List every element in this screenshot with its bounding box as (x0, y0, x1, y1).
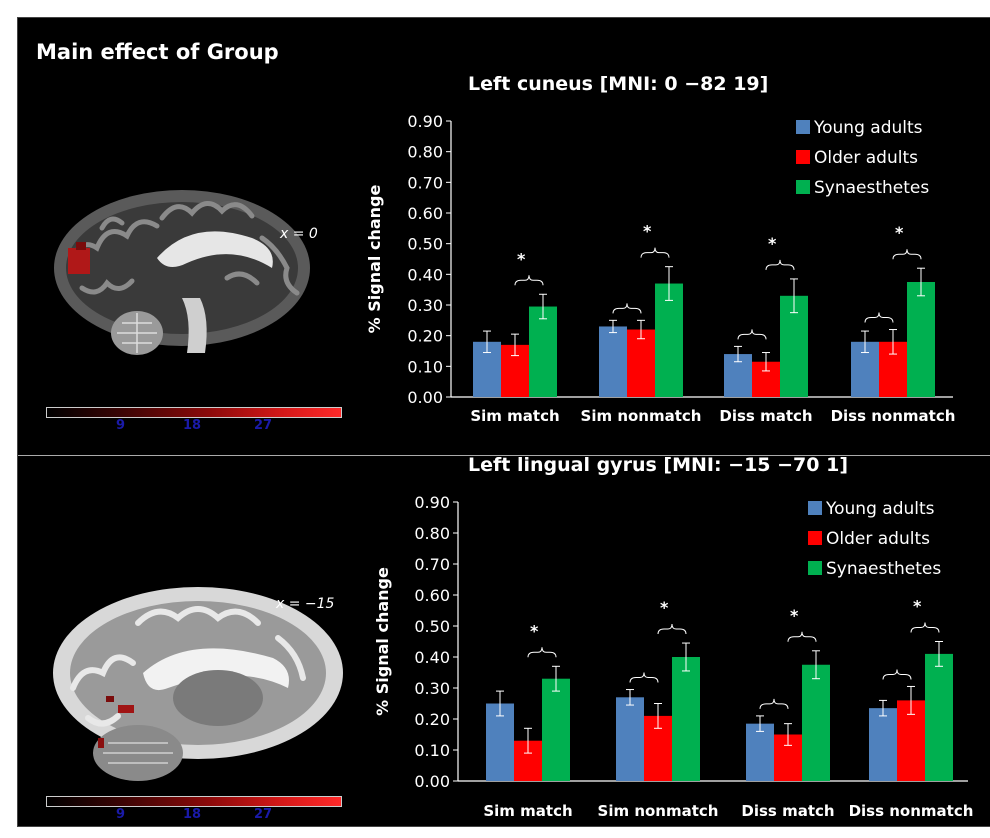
figure-frame: Main effect of Group x = 0 9 18 27 (17, 17, 990, 827)
legend-swatch (808, 561, 822, 575)
category-label: Diss nonmatch (831, 407, 956, 425)
legend-swatch (796, 180, 810, 194)
y-tick-label: 0.80 (407, 143, 443, 162)
significance-brace (787, 631, 817, 642)
y-tick-label: 0.30 (407, 296, 443, 315)
legend-swatch (808, 531, 822, 545)
brain-slice-bottom (53, 587, 343, 781)
significance-star: * (768, 234, 777, 253)
category-label: Diss match (741, 802, 834, 820)
significance-star: * (530, 621, 539, 640)
y-tick-label: 0.10 (407, 357, 443, 376)
significance-brace (910, 622, 940, 633)
bar-charts: Left cuneus [MNI: 0 −82 19] 0.00 0.10 0.20 0… (365, 73, 973, 820)
significance-brace (882, 669, 912, 680)
chart-0: Left cuneus [MNI: 0 −82 19] 0.00 0.10 0.20 0… (365, 73, 955, 425)
bar (802, 664, 830, 781)
category-label: Diss match (719, 407, 812, 425)
significance-star: * (790, 606, 799, 625)
legend-label: Young adults (825, 499, 935, 519)
bar (655, 283, 683, 397)
legend-label: Synaesthetes (826, 559, 941, 579)
significance-brace (892, 249, 922, 260)
bar (907, 282, 935, 397)
legend-label: Young adults (813, 118, 923, 138)
significance-brace (629, 672, 659, 683)
significance-brace (759, 698, 789, 709)
chart-title: Left lingual gyrus [MNI: −15 −70 1] (468, 454, 848, 476)
y-tick-label: 0.50 (407, 235, 443, 254)
significance-star: * (913, 597, 922, 616)
category-label: Sim match (470, 407, 559, 425)
significance-brace (640, 247, 670, 258)
y-tick-label: 0.40 (414, 648, 450, 667)
colorbar-bottom (46, 796, 342, 807)
colorbar-tick: 27 (254, 807, 273, 822)
significance-brace (514, 275, 544, 286)
y-tick-label: 0.90 (414, 493, 450, 512)
legend-swatch (808, 501, 822, 515)
colorbar-tick: 9 (116, 418, 126, 433)
y-tick-label: 0.40 (407, 265, 443, 284)
bar (616, 697, 644, 781)
y-tick-label: 0.20 (414, 710, 450, 729)
colorbar-tick: 18 (183, 807, 202, 822)
legend-swatch (796, 150, 810, 164)
colorbar-tick: 9 (116, 807, 126, 822)
significance-star: * (895, 223, 904, 242)
bar (486, 703, 514, 781)
colorbar-top (46, 407, 342, 418)
bar (746, 723, 774, 781)
y-tick-label: 0.70 (407, 173, 443, 192)
y-tick-label: 0.10 (414, 741, 450, 760)
significance-brace (527, 647, 557, 658)
bar (542, 678, 570, 781)
category-label: Sim nonmatch (598, 802, 719, 820)
bar (925, 653, 953, 781)
chart-1: Left lingual gyrus [MNI: −15 −70 1] 0.00 0… (373, 454, 973, 820)
y-axis-label: % Signal change (365, 185, 384, 334)
y-axis-label: % Signal change (373, 567, 392, 716)
bar (599, 326, 627, 397)
legend-label: Synaesthetes (814, 178, 929, 198)
colorbar-tick: 27 (254, 418, 273, 433)
y-tick-label: 0.00 (414, 772, 450, 791)
chart-title: Left cuneus [MNI: 0 −82 19] (468, 73, 768, 95)
y-tick-label: 0.50 (414, 617, 450, 636)
panel-divider (18, 455, 990, 456)
brain-slice-top (54, 190, 310, 355)
significance-star: * (643, 222, 652, 241)
y-tick-label: 0.00 (407, 388, 443, 407)
y-tick-label: 0.20 (407, 327, 443, 346)
page-title: Main effect of Group (36, 40, 279, 64)
significance-brace (737, 329, 767, 340)
y-tick-label: 0.60 (414, 586, 450, 605)
y-tick-label: 0.60 (407, 204, 443, 223)
brain-coordinate-bottom: x = −15 (276, 596, 335, 612)
significance-brace (657, 624, 687, 635)
bar (627, 329, 655, 397)
brain-coordinate-top: x = 0 (280, 226, 318, 242)
category-label: Sim match (483, 802, 572, 820)
significance-star: * (517, 249, 526, 268)
legend-swatch (796, 120, 810, 134)
y-tick-label: 0.70 (414, 555, 450, 574)
bar (672, 657, 700, 781)
bar (529, 306, 557, 397)
significance-brace (612, 303, 642, 314)
category-label: Diss nonmatch (849, 802, 974, 820)
y-tick-label: 0.30 (414, 679, 450, 698)
legend-label: Older adults (826, 529, 930, 549)
y-tick-label: 0.80 (414, 524, 450, 543)
significance-star: * (660, 598, 669, 617)
category-label: Sim nonmatch (581, 407, 702, 425)
significance-brace (864, 312, 894, 323)
colorbar-tick: 18 (183, 418, 202, 433)
legend-label: Older adults (814, 148, 918, 168)
bar (869, 708, 897, 781)
significance-brace (765, 259, 795, 270)
y-tick-label: 0.90 (407, 112, 443, 131)
